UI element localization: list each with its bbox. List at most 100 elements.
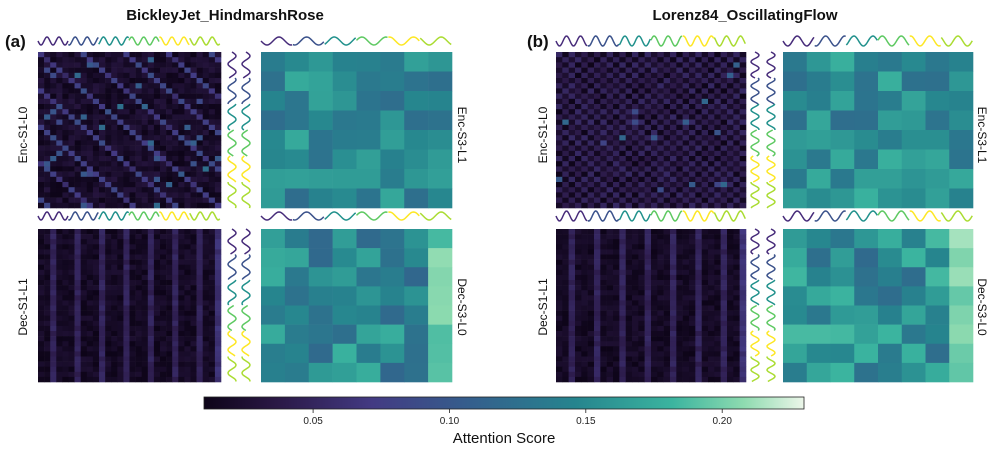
heatmap-cell [878,305,903,325]
heatmap-cell [178,310,185,316]
heatmap-cell [727,376,734,383]
heatmap-cell [214,88,222,94]
heatmap-cell [129,315,136,322]
heatmap-cell [86,145,94,152]
heatmap-cell [830,229,855,249]
heatmap-cell [190,72,197,79]
heatmap-cell [556,264,563,271]
heatmap-cell [695,130,702,136]
heatmap-cell [56,325,63,332]
heatmap-cell [720,295,728,301]
waveform-segment [241,155,251,183]
waveform-segment [713,210,746,222]
heatmap-cell [74,57,81,63]
heatmap-cell [80,315,88,322]
heatmap-cell [625,182,633,188]
heatmap-cell [613,371,620,378]
heatmap-cell [332,169,357,189]
heatmap-cell [80,244,88,250]
heatmap-cell [74,166,81,172]
heatmap-cell [587,254,595,260]
heatmap-cell [670,264,677,271]
heatmap-cell [613,130,620,136]
heatmap-cell [727,371,734,378]
heatmap-cell [657,356,664,362]
heatmap-cell [739,229,747,235]
waveform-segment [227,51,237,79]
heatmap-cell [99,156,106,162]
heatmap-cell [153,290,161,296]
heatmap-cell [651,280,658,286]
heatmap-cell [202,182,210,188]
heatmap-cell [720,197,728,204]
heatmap-cell [111,83,118,89]
heatmap-cell [613,361,620,367]
heatmap-cell [99,366,106,373]
heatmap-cell [556,67,563,74]
heatmap-cell [190,249,197,255]
heatmap-cell [111,264,118,271]
heatmap-cell [613,320,620,327]
heatmap-cell [739,83,747,89]
heatmap-cell [644,325,652,332]
heatmap-cell [111,320,118,327]
heatmap-cell [695,229,702,235]
heatmap-cell [701,310,709,316]
heatmap-cell [562,366,569,373]
heatmap-cell [727,244,734,250]
heatmap-cell [111,259,118,265]
heatmap-b-enc-s1-l0 [556,52,747,209]
heatmap-cell [739,57,747,63]
heatmap-cell [80,249,88,255]
heatmap-cell [284,305,310,325]
heatmap-cell [625,295,633,301]
heatmap-cell [651,182,658,188]
heatmap-cell [166,320,173,327]
heatmap-cell [783,343,808,364]
heatmap-cell [727,269,734,276]
heatmap-cell [62,361,69,367]
heatmap-cell [172,234,179,240]
heatmap-cell [625,104,633,110]
heatmap-cell [657,161,664,167]
heatmap-cell [190,346,197,352]
heatmap-cell [86,202,94,209]
heatmap-cell [184,114,191,120]
heatmap-cell [105,234,112,240]
waveform-segment [419,211,452,221]
heatmap-cell [190,376,197,383]
heatmap-cell [129,280,136,286]
heatmap-cell [178,244,185,250]
heatmap-cell [575,229,582,235]
heatmap-cell [178,156,185,162]
heatmap-cell [129,371,136,378]
heatmap-cell [638,57,645,63]
heatmap-cell [105,310,112,316]
heatmap-cell [356,91,381,111]
heatmap-cell [172,114,179,120]
heatmap-cell [105,336,112,342]
heatmap-cell [135,161,142,167]
heatmap-cell [739,182,747,188]
heatmap-cell [619,150,626,157]
heatmap-cell [190,280,197,286]
heatmap-cell [727,187,734,193]
heatmap-cell [581,109,588,115]
heatmap-cell [600,274,607,281]
heatmap-cell [562,114,569,120]
heatmap-cell [720,156,728,162]
heatmap-cell [56,320,63,327]
heatmap-cell [80,192,88,198]
heatmap-cell [111,145,118,152]
heatmap-cell [625,356,633,362]
heatmap-cell [129,57,136,63]
heatmap-cell [196,229,203,235]
heatmap-cell [117,124,124,131]
heatmap-cell [202,290,210,296]
heatmap-cell [625,305,633,311]
heatmap-cell [949,188,974,209]
heatmap-cell [160,269,167,276]
heatmap-cell [619,366,626,373]
heatmap-cell [689,130,696,136]
